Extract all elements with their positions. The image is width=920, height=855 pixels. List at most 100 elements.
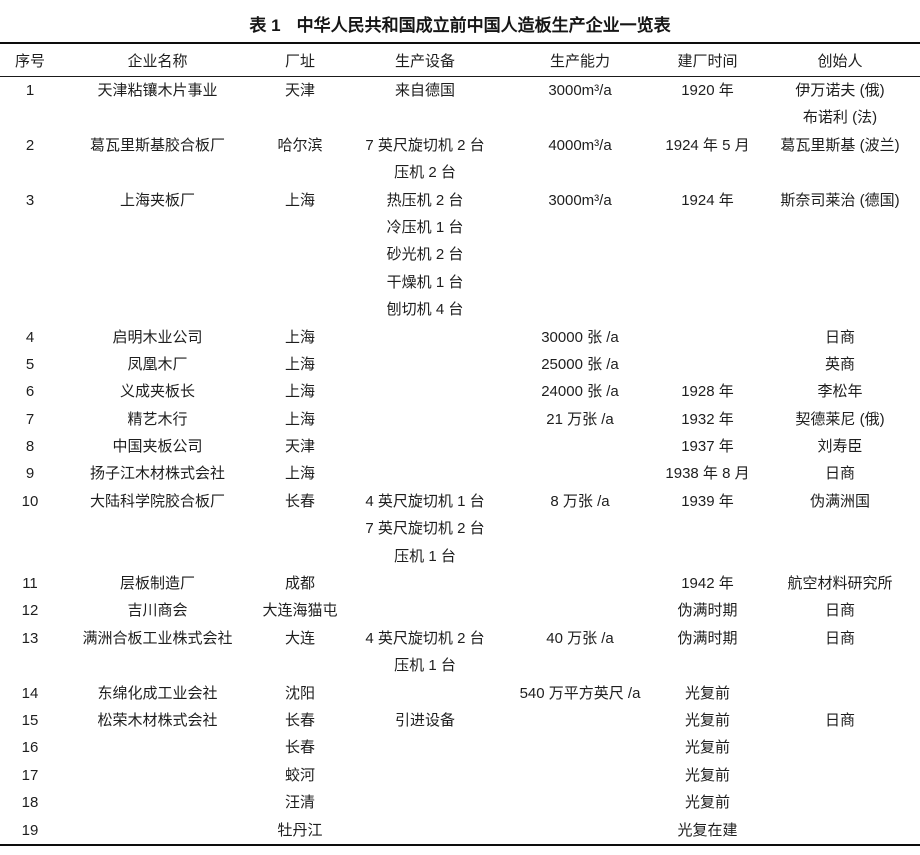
cell-capacity: 540 万平方英尺 /a [505, 680, 655, 707]
cell-capacity: 3000m³/a [505, 77, 655, 104]
cell-no-line: 3 [25, 191, 35, 209]
cell-site: 天津 [255, 433, 345, 460]
cell-capacity-line: 8 万张 /a [550, 492, 610, 510]
cell-no-line: 1 [25, 82, 35, 99]
cell-founded-line: 1938 年 8 月 [665, 465, 750, 483]
cell-site: 沈阳 [255, 680, 345, 707]
cell-site: 天津 [255, 77, 345, 104]
cell-equipment: 来自德国 [345, 77, 505, 104]
cell-no: 3 [0, 187, 60, 214]
cell-name-line: 精艺木行 [127, 410, 188, 428]
cell-name-line: 吉川商会 [127, 602, 188, 620]
cell-site-line: 上海 [284, 465, 315, 483]
cell-equipment: 4 英尺旋切机 1 台 7 英尺旋切机 2 台压机 1 台 [345, 488, 505, 570]
cell-founder: 日商 [760, 597, 920, 624]
column-header-founded: 建厂时间 [677, 52, 738, 70]
cell-founded-line: 光复前 [684, 711, 730, 729]
cell-founded: 1939 年 [655, 488, 760, 515]
cell-equipment-line: 7 英尺旋切机 2 台 [365, 136, 485, 154]
cell-equipment-line: 4 英尺旋切机 2 台 [365, 629, 485, 647]
cell-founder: 日商 [760, 625, 920, 652]
cell-founder: 航空材料研究所 [760, 570, 920, 597]
cell-name-line: 松荣木材株式会社 [97, 711, 218, 729]
cell-site-line: 沈阳 [284, 684, 315, 702]
cell-site-line: 上海 [284, 191, 315, 209]
cell-name-line: 上海夹板厂 [119, 191, 195, 209]
cell-site-line: 蛟河 [284, 766, 315, 784]
cell-founder-line: 李松年 [817, 383, 863, 401]
cell-founder-line: 葛瓦里斯基 (波兰) [780, 136, 900, 154]
cell-capacity-line: 30000 张 /a [541, 328, 619, 346]
cell-equipment-line: 砂光机 2 台 [386, 246, 464, 264]
cell-no: 7 [0, 406, 60, 433]
cell-no: 10 [0, 488, 60, 515]
cell-site: 长春 [255, 488, 345, 515]
cell-name-line: 葛瓦里斯基胶合板厂 [89, 136, 225, 154]
cell-founder-line: 日商 [824, 711, 855, 729]
cell-site-line: 上海 [284, 410, 315, 428]
cell-equipment-line: 热压机 2 台 [386, 191, 464, 209]
cell-founded: 1942 年 [655, 570, 760, 597]
column-header-name: 企业名称 [127, 52, 188, 70]
cell-founded: 1938 年 8 月 [655, 460, 760, 487]
cell-founded: 1928 年 [655, 378, 760, 405]
cell-site-line: 大连 [284, 629, 315, 647]
cell-founder: 伊万诺夫 (俄) 布诺利 (法) [760, 77, 920, 132]
cell-founder-line: 契德莱尼 (俄) [795, 410, 885, 428]
cell-site: 牡丹江 [255, 817, 345, 844]
cell-founder-line: 伪满洲国 [809, 492, 870, 510]
cell-capacity: 3000m³/a [505, 187, 655, 214]
cell-founder: 斯奈司莱治 (德国) [760, 187, 920, 214]
cell-no: 9 [0, 460, 60, 487]
cell-founded-line: 1924 年 [681, 191, 734, 209]
table-row: 19 牡丹江 光复在建 [0, 817, 920, 844]
cell-founded-line: 光复前 [684, 794, 730, 812]
cell-founder-line: 伊万诺夫 (俄) [795, 82, 885, 99]
cell-site: 长春 [255, 707, 345, 734]
column-header-equipment: 生产设备 [394, 52, 455, 70]
cell-no-line: 5 [25, 355, 35, 373]
cell-founded: 伪满时期 [655, 625, 760, 652]
cell-founder: 葛瓦里斯基 (波兰) [760, 132, 920, 159]
cell-founded-line: 光复前 [684, 766, 730, 784]
cell-capacity: 8 万张 /a [505, 488, 655, 515]
cell-founder-line: 日商 [824, 602, 855, 620]
cell-no-line: 17 [21, 766, 39, 784]
cell-equipment-line: 引进设备 [394, 711, 455, 729]
cell-equipment: 7 英尺旋切机 2 台压机 2 台 [345, 132, 505, 187]
cell-name: 中国夹板公司 [60, 433, 255, 460]
cell-no-line: 11 [22, 575, 38, 593]
table-row: 13 满洲合板工业株式会社 大连 4 英尺旋切机 2 台压机 1 台 40 万张 /a 伪… [0, 625, 920, 680]
cell-equipment-line: 干燥机 1 台 [386, 273, 464, 291]
table-row: 15 松荣木材株式会社 长春 引进设备 光复前 日商 [0, 707, 920, 734]
column-header-no: 序号 [14, 52, 45, 70]
cell-capacity-line: 4000m³/a [548, 136, 612, 154]
table-header-row: 序号 企业名称 厂址 生产设备 生产能力 建厂时间 创始人 [0, 44, 920, 77]
cell-founded-line: 伪满时期 [677, 629, 738, 647]
cell-equipment: 引进设备 [345, 707, 505, 734]
cell-no-line: 9 [25, 465, 35, 483]
cell-name-line: 启明木业公司 [112, 328, 203, 346]
cell-name: 吉川商会 [60, 597, 255, 624]
cell-name-line: 东绵化成工业会社 [97, 684, 218, 702]
cell-founder-line: 英商 [824, 355, 855, 373]
table-row: 10 大陆科学院胶合板厂 长春 4 英尺旋切机 1 台 7 英尺旋切机 2 台压机 1 … [0, 488, 920, 570]
table-title-text: 中华人民共和国成立前中国人造板生产企业一览表 [296, 16, 671, 35]
cell-no: 19 [0, 817, 60, 844]
cell-equipment-line: 压机 2 台 [394, 164, 456, 182]
cell-founded: 光复前 [655, 707, 760, 734]
cell-site-line: 牡丹江 [277, 821, 323, 839]
enterprise-table: 序号 企业名称 厂址 生产设备 生产能力 建厂时间 创始人 1 天津粘镶木片事业 天津 来自德国 3… [0, 42, 920, 846]
table-row: 12 吉川商会 大连海猫屯 伪满时期 日商 [0, 597, 920, 624]
cell-founder: 日商 [760, 707, 920, 734]
cell-founded: 光复前 [655, 734, 760, 761]
cell-no-line: 12 [21, 602, 39, 620]
cell-site-line: 哈尔滨 [277, 136, 323, 154]
cell-equipment: 4 英尺旋切机 2 台压机 1 台 [345, 625, 505, 680]
cell-founder: 日商 [760, 460, 920, 487]
cell-founder-line: 斯奈司莱治 (德国) [780, 191, 900, 209]
cell-no: 2 [0, 132, 60, 159]
cell-no-line: 2 [25, 136, 35, 154]
cell-no-line: 14 [21, 684, 39, 702]
